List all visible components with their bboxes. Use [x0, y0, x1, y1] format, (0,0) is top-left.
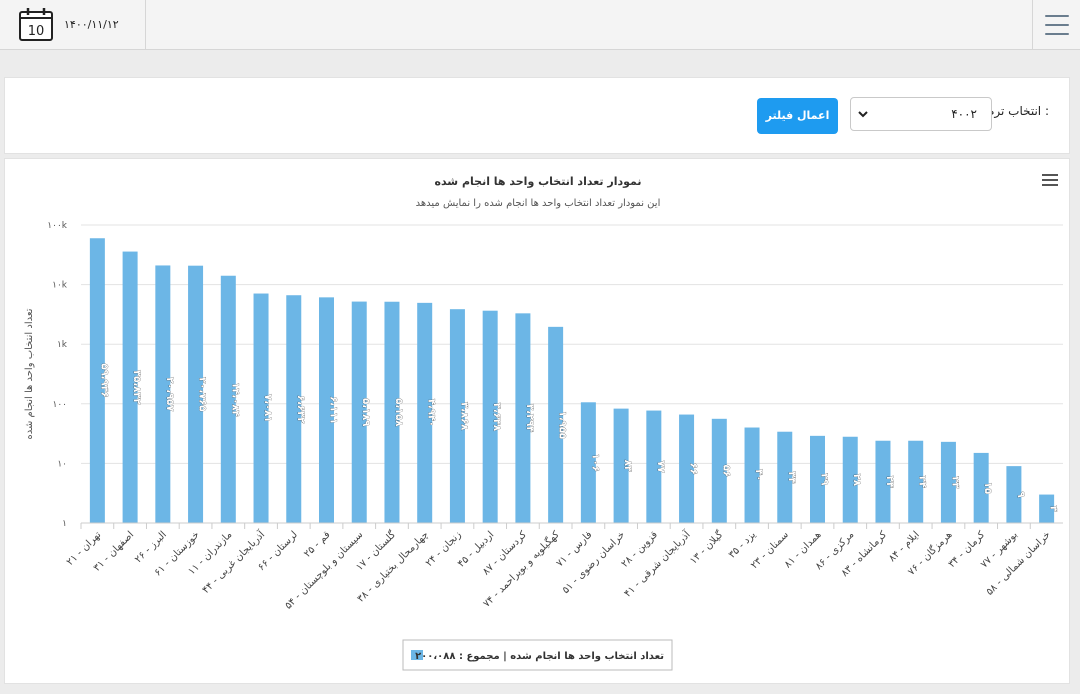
bar [842, 436, 858, 523]
y-axis-title: تعداد انتخاب واحد ها انجام شده [24, 308, 35, 439]
main-menu-button[interactable] [1032, 0, 1080, 50]
x-category-label: قم - ۲۵ [302, 529, 333, 560]
bar-data-label: ۷۷ [655, 461, 666, 473]
bar [220, 275, 236, 523]
bar-data-label: ۲۰،۹۵۷ [164, 377, 175, 411]
bar [646, 410, 662, 523]
x-category-label: گیلان - ۱۳ [687, 528, 725, 566]
x-category-label: خراسان شمالی - ۵۸ [984, 529, 1052, 597]
bar-data-label: ۲۰،۷۶۵ [197, 377, 208, 411]
x-category-label: خراسان رضوی - ۵۱ [560, 529, 627, 596]
current-date: ۱۴۰۰/۱۱/۱۲ [64, 18, 119, 31]
y-tick-label: ۱k [57, 340, 68, 350]
bar-data-label: ۱،۹۵۵ [557, 411, 568, 439]
y-tick-label: ۱۰۰k [47, 221, 68, 231]
chart-title: نمودار تعداد انتخاب واحد ها انجام شده [434, 175, 641, 188]
bar-data-label: ۵،۱۵۸ [393, 398, 404, 426]
bar [351, 301, 367, 523]
legend-swatch [411, 650, 423, 660]
bar [679, 414, 695, 523]
chart-panel: نمودار تعداد انتخاب واحد ها انجام شده این… [4, 158, 1070, 684]
y-tick-label: ۱ [62, 519, 67, 529]
bar [1006, 466, 1022, 523]
apply-filter-button[interactable]: اعمال فیلتر [757, 98, 838, 134]
bar-data-label: ۴،۹۴۰ [426, 399, 437, 427]
bar [908, 440, 924, 523]
calendar-icon: 10 [19, 8, 53, 41]
legend-box [402, 639, 673, 671]
bar [613, 408, 629, 523]
bar-data-label: ۲۴ [884, 476, 895, 488]
bar-data-label: ۸۳ [622, 460, 633, 472]
svg-text:10: 10 [28, 24, 45, 39]
hamburger-menu-icon [1045, 15, 1069, 35]
bar-data-label: ۱۰۶ [589, 453, 600, 471]
bar-data-label: ۴۰ [753, 469, 764, 481]
y-tick-label: ۱۰k [52, 281, 68, 291]
bar-data-label: ۳۵،۸۳۲ [131, 370, 142, 404]
bar-data-label: ۲۸ [851, 474, 862, 486]
bar-data-label: ۵،۱۸۹ [360, 398, 371, 426]
bar-data-label: ۵۹،۹۳۶ [98, 363, 109, 397]
bar-data-label: ۶۶ [688, 463, 699, 475]
bar-data-label: ۲۳ [949, 476, 960, 488]
bar [711, 418, 727, 523]
bar-data-label: ۶،۶۳۲ [295, 395, 306, 423]
bar-data-label: ۳۴ [786, 471, 797, 483]
term-selected-value: ۴۰۰۲ [951, 107, 977, 121]
bar [89, 238, 105, 523]
chevron-down-icon [858, 111, 868, 118]
y-tick-label: ۱۰ [57, 459, 67, 469]
top-bar: 10 ۱۴۰۰/۱۱/۱۲ [0, 0, 1080, 50]
bar [319, 297, 334, 523]
bar [1039, 494, 1055, 523]
chart-subtitle: این نمودار تعداد انتخاب واحد ها انجام شد… [416, 198, 661, 209]
bar-data-label: ۳،۲۹۴ [524, 404, 535, 432]
chart-menu-icon[interactable] [1042, 174, 1058, 188]
filter-panel: انتخاب ترم : ۴۰۰۲ اعمال فیلتر [4, 77, 1070, 154]
bar-data-label: ۳،۸۶۸ [458, 402, 469, 430]
bar [286, 295, 302, 523]
bar [777, 431, 793, 523]
bar-data-label: ۷،۰۸۱ [262, 394, 273, 422]
bar-data-label: ۹ [1015, 492, 1026, 498]
bar [155, 265, 171, 523]
legend-label: تعداد انتخاب واحد ها انجام شده | مجموع :… [415, 651, 664, 662]
bar [548, 326, 564, 523]
bar-data-label: ۲۹ [819, 473, 830, 485]
bar [384, 301, 400, 523]
term-label: انتخاب ترم : [986, 104, 1049, 118]
term-select[interactable]: ۴۰۰۲ [850, 97, 992, 131]
bar-data-label: ۵۶ [720, 465, 731, 477]
bar-chart: نمودار تعداد انتخاب واحد ها انجام شده این… [24, 175, 1063, 671]
bar [482, 310, 498, 523]
bar [449, 309, 465, 523]
bar-data-label: ۶،۱۱۱ [328, 396, 339, 424]
bar-data-label: ۳،۶۴۸ [491, 403, 502, 431]
bar-data-label: ۱۴،۰۸۴ [229, 382, 240, 416]
bar [580, 402, 596, 523]
bar-data-label: ۱۵ [982, 482, 993, 494]
bar-data-label: ۲۴ [917, 476, 928, 488]
bar [940, 441, 956, 523]
bar [417, 302, 433, 523]
date-display: 10 ۱۴۰۰/۱۱/۱۲ [0, 0, 146, 50]
bar-data-label: ۳ [1048, 506, 1059, 512]
bar [253, 293, 269, 523]
bar [188, 265, 204, 523]
bar [744, 427, 760, 523]
bar [515, 313, 531, 523]
bar [875, 440, 891, 523]
x-category-label: یزد - ۳۵ [727, 529, 759, 561]
bar [122, 251, 138, 524]
bar [810, 435, 825, 523]
y-tick-label: ۱۰۰ [52, 400, 67, 410]
bar [973, 452, 989, 523]
